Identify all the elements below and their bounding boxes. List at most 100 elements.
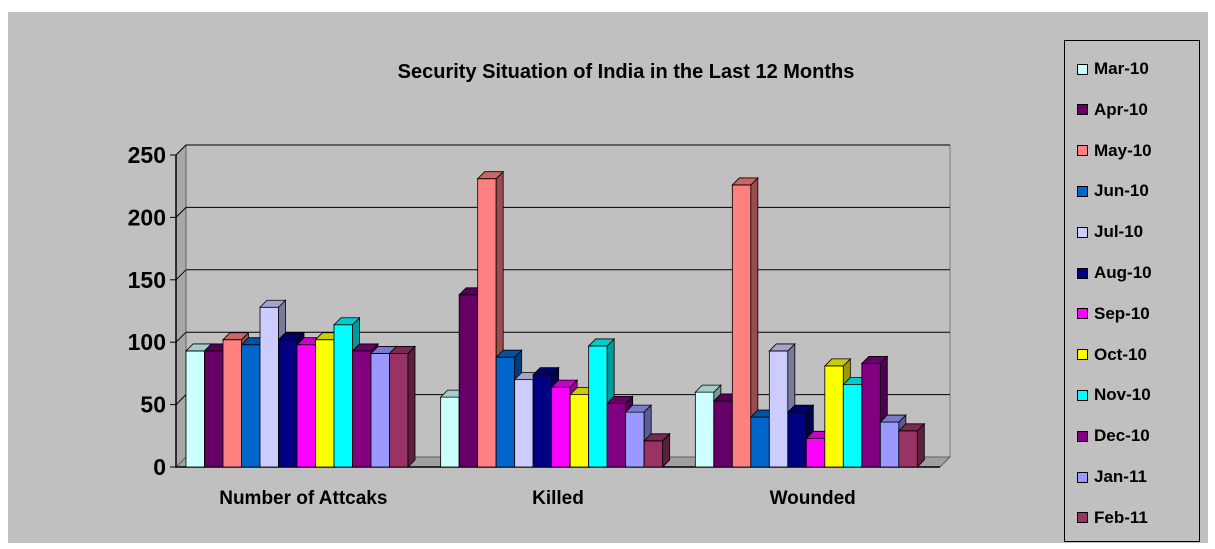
y-tick-label: 0 [153,454,166,480]
bar-top [643,433,671,442]
legend-swatch [1077,63,1088,75]
legend-swatch [1077,308,1088,320]
legend-swatch [1077,226,1088,238]
bar [352,350,372,468]
bar [879,421,900,468]
bar-top [624,404,653,413]
bar [495,356,516,468]
gridline-diagonal [175,144,187,156]
y-tick-label: 250 [128,142,166,168]
bar [898,430,918,468]
bar [551,386,571,468]
legend-label: Dec-10 [1094,426,1150,446]
legend-item: Apr-10 [1077,100,1148,120]
bar [569,394,590,468]
bar [768,350,789,468]
bar-top [768,343,796,352]
legend-item: Nov-10 [1077,385,1151,405]
bar-top [897,423,926,432]
bar-top [259,299,287,308]
legend-item: Dec-10 [1077,426,1150,446]
y-tick-label: 50 [140,392,166,418]
legend-swatch [1077,349,1088,361]
bar [204,350,224,468]
bar [713,400,733,468]
legend-swatch [1077,512,1088,524]
legend-item: Aug-10 [1077,263,1152,283]
bar-chart: Security Situation of India in the Last … [128,61,952,509]
bar [222,339,242,468]
legend-label: Mar-10 [1094,59,1149,78]
legend-item: Oct-10 [1077,345,1147,365]
bar [389,353,409,468]
y-tick-label: 200 [128,204,166,230]
legend: Mar-10 Apr-10 May-10 Jun-10 Jul-10 Aug-10 Sep-… [1064,40,1200,542]
bar-top [333,317,361,326]
bar [296,344,316,468]
bar [315,339,335,468]
bar [185,350,205,468]
bar [731,184,752,468]
bar-top [388,346,416,354]
bar-top [731,177,759,186]
chart-area: Security Situation of India in the Last … [8,12,1208,543]
plot-side-wall [175,143,187,469]
bar-top [694,384,722,393]
bar [842,384,863,468]
legend-item: Jan-11 [1077,467,1147,487]
gridline-diagonal [175,331,187,343]
bar-top [532,367,560,376]
legend-swatch [1077,471,1088,483]
legend-label: May-10 [1094,140,1152,160]
bar [532,374,553,468]
bar-top [606,395,634,404]
legend-item: Mar-10 [1077,59,1149,79]
gridline-diagonal [175,394,187,405]
bar [477,178,497,468]
bar [458,294,479,468]
bar [606,402,627,468]
legend-item: Jun-10 [1077,181,1149,201]
bar [824,365,844,468]
bar-top [476,171,505,180]
bar [694,391,715,468]
legend-swatch [1077,104,1088,116]
legend-item: Feb-11 [1077,508,1148,528]
legend-swatch [1077,430,1088,442]
legend-label: Aug-10 [1094,263,1152,282]
x-tick-label: Wounded [770,488,856,509]
x-tick-label: Number of Attcaks [219,488,387,509]
bar [370,353,390,468]
bar [333,324,353,468]
bar [241,344,261,468]
legend-label: Oct-10 [1094,344,1147,364]
bar [750,416,770,468]
gridline-diagonal [175,207,187,218]
bar-top [860,356,889,364]
legend-label: Jul-10 [1094,222,1144,242]
legend-swatch [1077,267,1088,279]
legend-label: Apr-10 [1094,99,1148,119]
legend-label: Nov-10 [1094,385,1151,405]
bar [259,306,279,468]
bar [588,345,608,468]
legend-label: Jun-10 [1094,181,1149,201]
bar-top [351,343,379,352]
legend-item: Jul-10 [1077,222,1143,242]
legend-swatch [1077,185,1088,197]
bar [787,411,807,468]
legend-label: Feb-11 [1094,507,1148,527]
plot-area: 0 50 100 150 200 250 Number of Attcaks Killed Wo… [128,142,952,509]
legend-label: Sep-10 [1094,303,1150,323]
bar-top [222,332,250,341]
bar [514,379,534,468]
bar [861,363,881,468]
gridline-diagonal [175,269,187,281]
bar-top [495,349,523,358]
bar-top [277,332,305,341]
bar-top [786,404,815,413]
y-tick-label: 100 [128,329,166,355]
bar-top [823,358,852,367]
bar [440,396,460,468]
legend-swatch [1077,145,1088,157]
